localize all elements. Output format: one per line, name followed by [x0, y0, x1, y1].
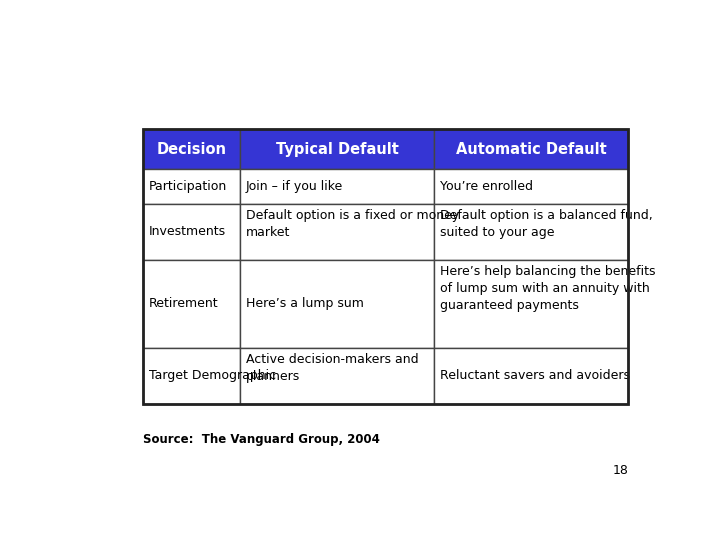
Text: Default option is a balanced fund,
suited to your age: Default option is a balanced fund, suite…	[440, 209, 652, 239]
Bar	[434, 260, 629, 348]
Bar	[240, 204, 434, 260]
Bar	[240, 169, 434, 204]
Bar	[143, 169, 240, 204]
Text: Default option is a fixed or money
market: Default option is a fixed or money marke…	[246, 209, 459, 239]
Text: 18: 18	[613, 464, 629, 477]
Bar	[143, 129, 240, 169]
Bar	[434, 348, 629, 404]
Bar	[240, 129, 434, 169]
Text: Typical Default: Typical Default	[276, 141, 399, 157]
Text: Participation: Participation	[148, 180, 227, 193]
Bar	[143, 204, 240, 260]
Bar	[143, 348, 240, 404]
Text: Source:  The Vanguard Group, 2004: Source: The Vanguard Group, 2004	[143, 433, 380, 446]
Bar	[143, 129, 629, 404]
Bar	[240, 348, 434, 404]
Bar	[434, 169, 629, 204]
Text: Automatic Default: Automatic Default	[456, 141, 607, 157]
Text: Active decision-makers and
planners: Active decision-makers and planners	[246, 353, 418, 383]
Text: Decision: Decision	[156, 141, 227, 157]
Text: Join – if you like: Join – if you like	[246, 180, 343, 193]
Text: Reluctant savers and avoiders: Reluctant savers and avoiders	[440, 369, 630, 382]
Bar	[240, 260, 434, 348]
Text: Target Demographic: Target Demographic	[148, 369, 276, 382]
Text: Here’s a lump sum: Here’s a lump sum	[246, 298, 364, 310]
Bar	[434, 204, 629, 260]
Text: Here’s help balancing the benefits
of lump sum with an annuity with
guaranteed p: Here’s help balancing the benefits of lu…	[440, 265, 655, 312]
Bar	[143, 260, 240, 348]
Bar	[434, 129, 629, 169]
Text: Retirement: Retirement	[148, 298, 218, 310]
Text: Investments: Investments	[148, 225, 225, 238]
Text: You’re enrolled: You’re enrolled	[440, 180, 533, 193]
